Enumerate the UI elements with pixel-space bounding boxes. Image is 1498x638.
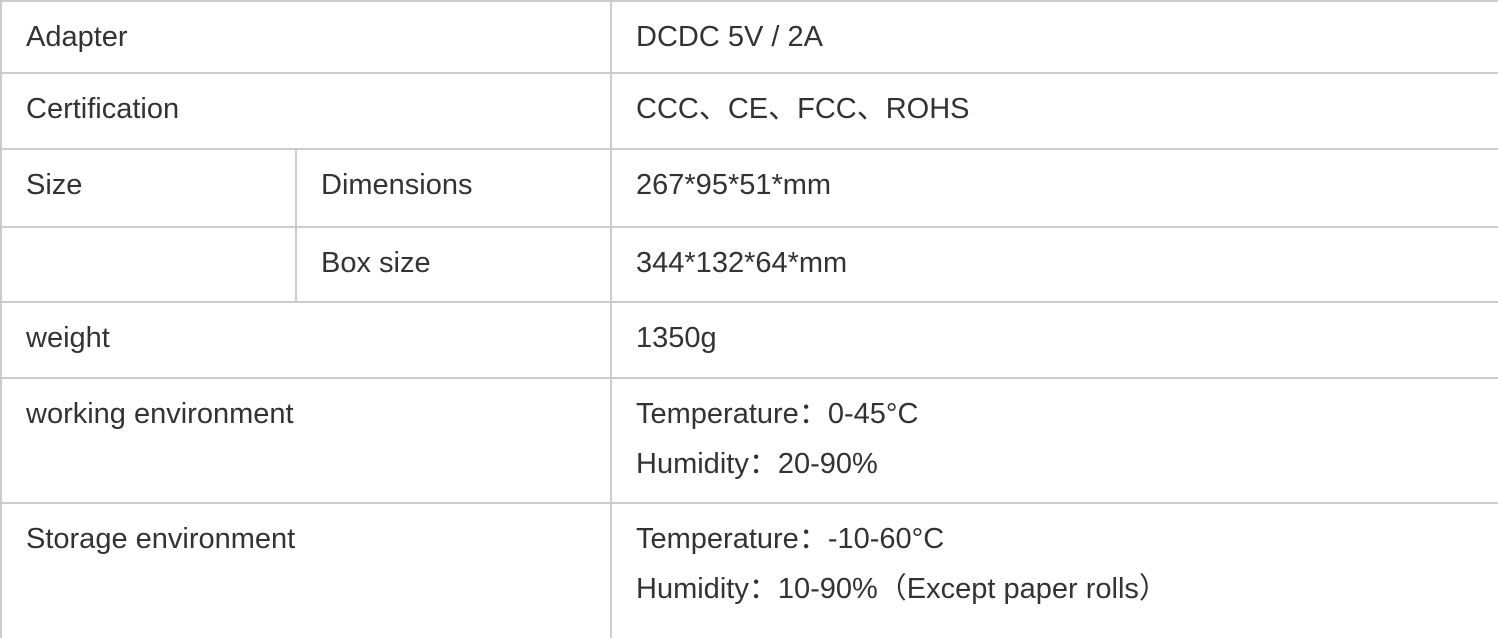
spec-value: DCDC 5V / 2A: [610, 0, 1498, 73]
spec-value-line-temperature: Temperature：0-45°C: [636, 398, 919, 430]
table-row-certification: Certification CCC、CE、FCC、ROHS: [0, 72, 1498, 149]
spec-label: Adapter: [0, 0, 613, 73]
spec-sublabel: Box size: [294, 226, 613, 302]
spec-value: 1350g: [610, 301, 1498, 378]
spec-value: Temperature：0-45°C Humidity：20-90%: [610, 377, 1498, 503]
spec-label: working environment: [0, 377, 613, 503]
spec-value: Temperature：-10-60°C Humidity：10-90%（Exc…: [610, 502, 1498, 638]
spec-label: Certification: [0, 72, 613, 149]
spec-value-line-humidity: Humidity：10-90%（Except paper rolls）: [636, 573, 1168, 605]
spec-label: weight: [0, 301, 613, 378]
spec-label: Size: [0, 148, 297, 227]
spec-value: 344*132*64*mm: [610, 226, 1498, 302]
spec-label-empty: [0, 226, 297, 302]
spec-label: Storage environment: [0, 502, 613, 638]
spec-value: CCC、CE、FCC、ROHS: [610, 72, 1498, 149]
spec-value: 267*95*51*mm: [610, 148, 1498, 227]
table-row-weight: weight 1350g: [0, 301, 1498, 378]
table-row-storage-environment: Storage environment Temperature：-10-60°C…: [0, 502, 1498, 638]
table-row-working-environment: working environment Temperature：0-45°C H…: [0, 377, 1498, 503]
table-row-size-dimensions: Size Dimensions 267*95*51*mm: [0, 148, 1498, 227]
spec-value-line-humidity: Humidity：20-90%: [636, 448, 878, 480]
table-row-box-size: Box size 344*132*64*mm: [0, 226, 1498, 302]
spec-sublabel: Dimensions: [294, 148, 613, 227]
spec-value-line-temperature: Temperature：-10-60°C: [636, 523, 945, 555]
table-row-adapter: Adapter DCDC 5V / 2A: [0, 0, 1498, 73]
